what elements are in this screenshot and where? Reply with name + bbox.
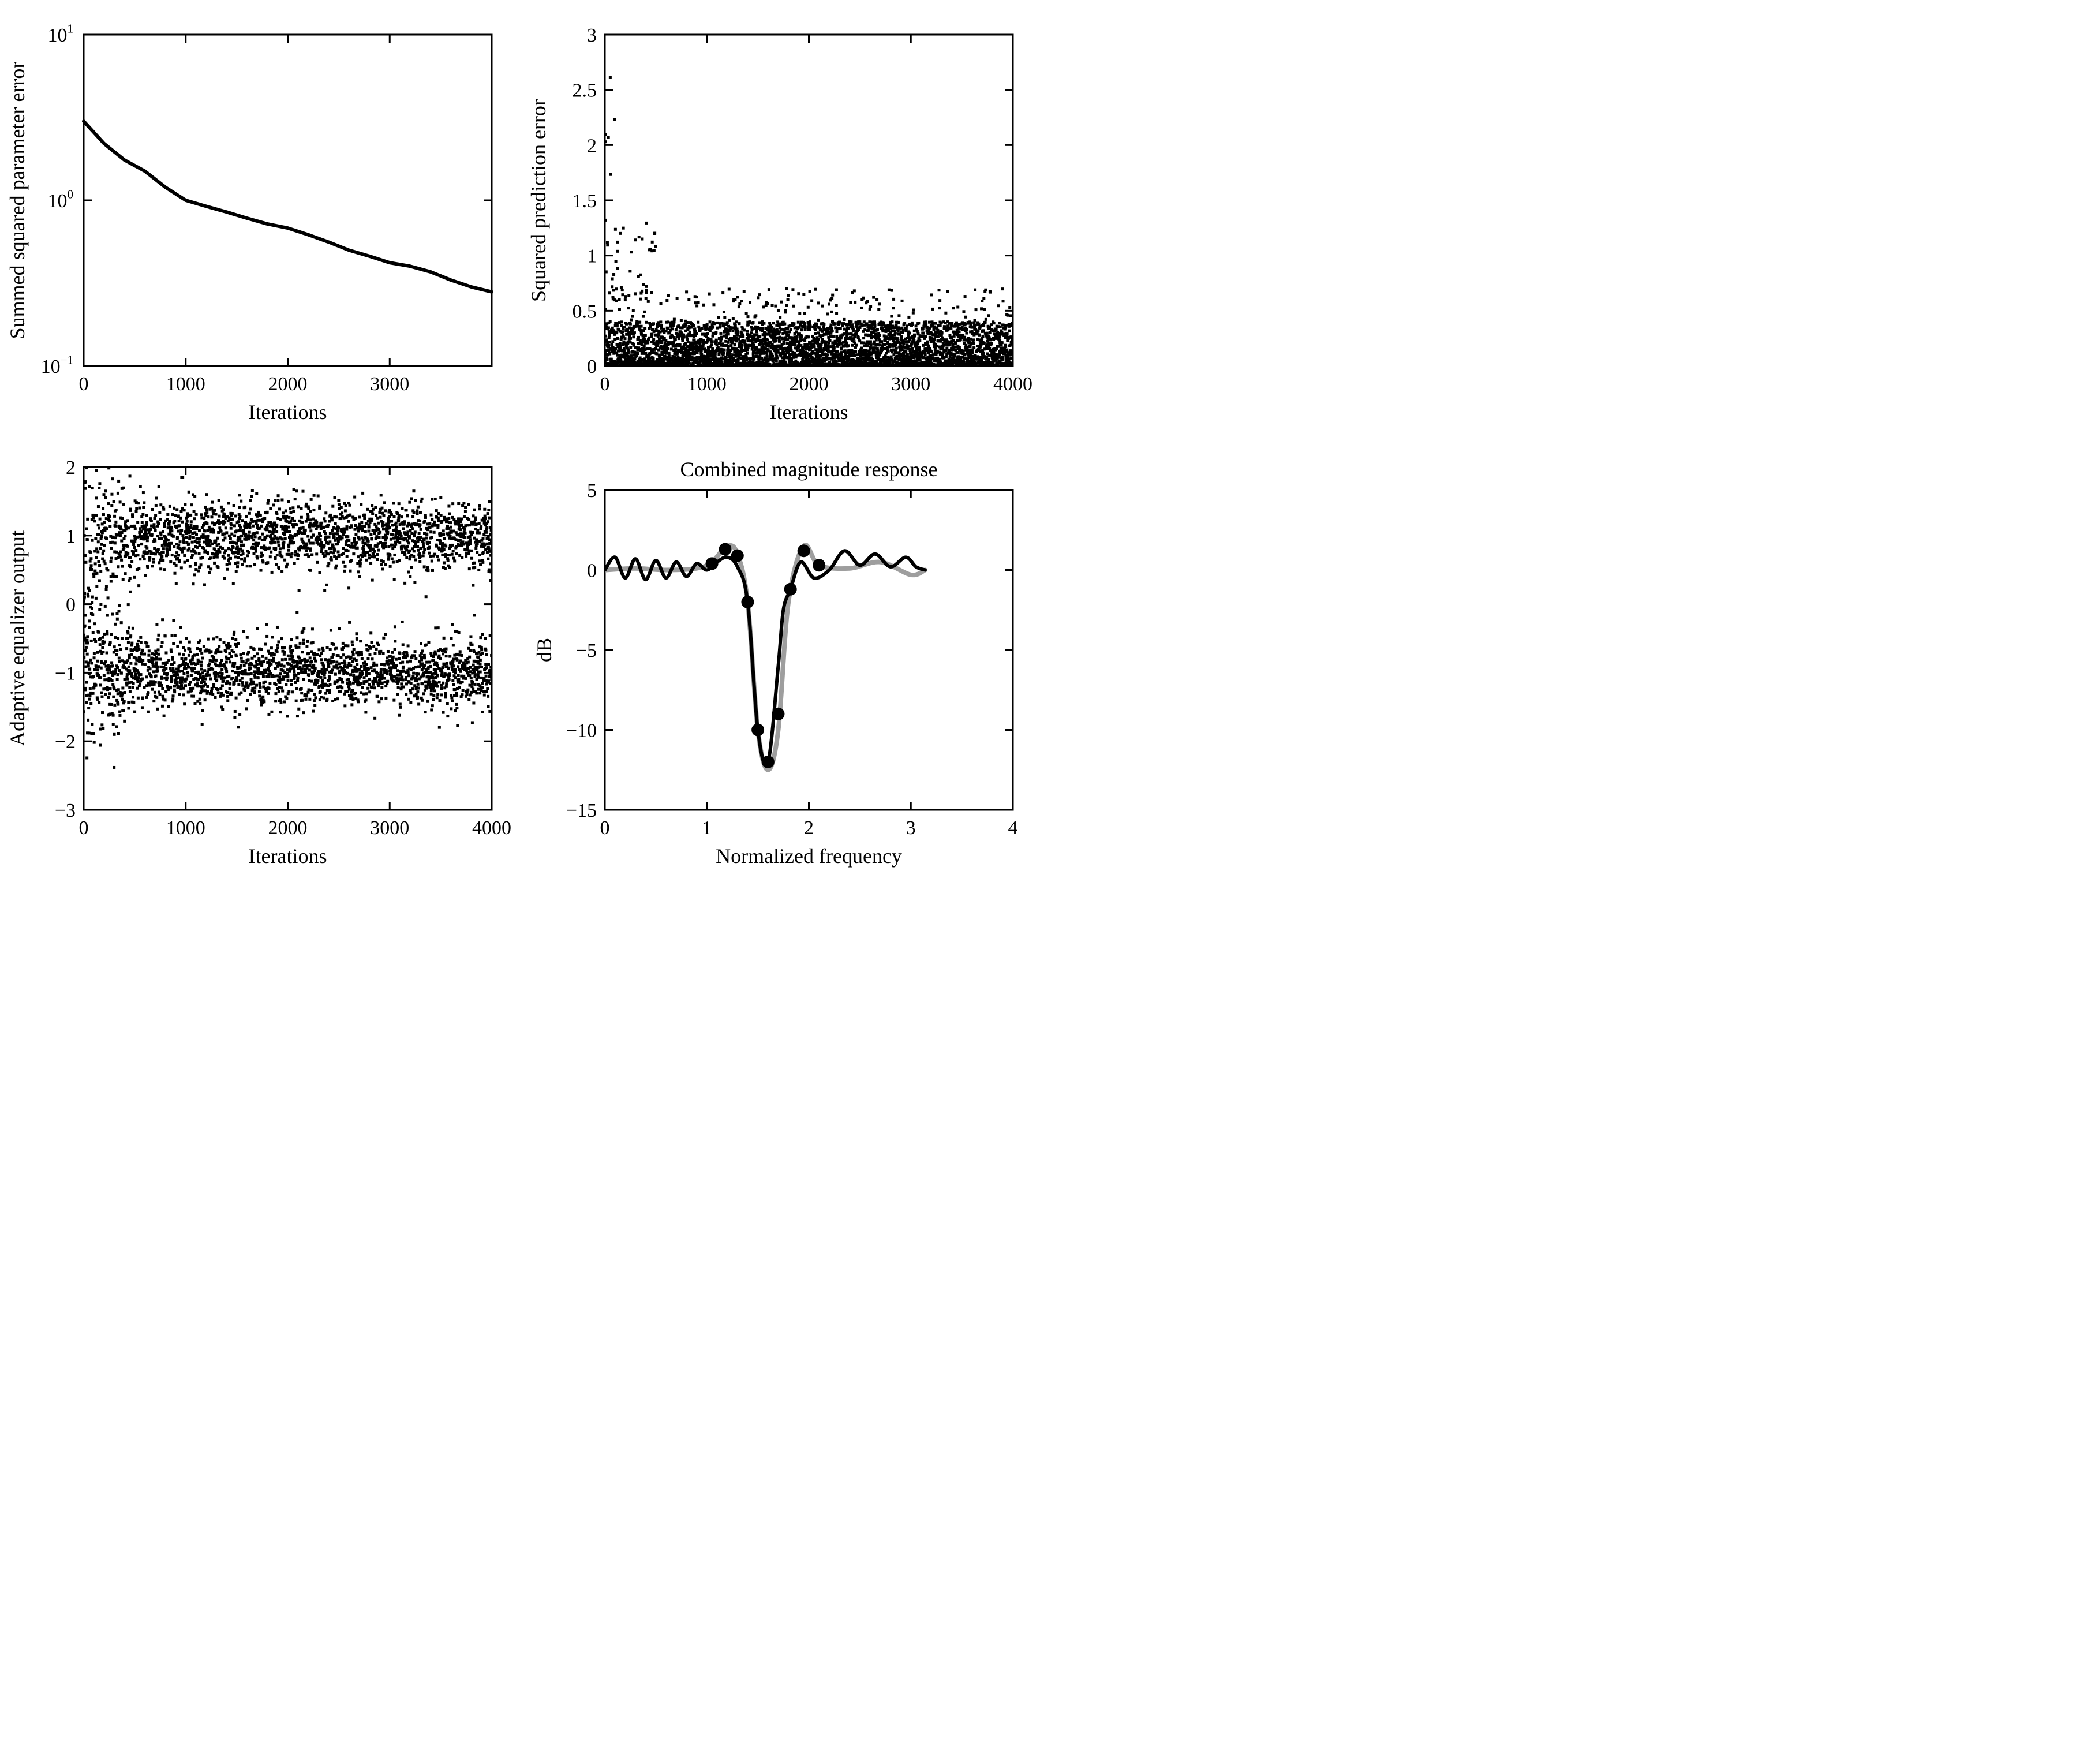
panel-bottom-right: 01234−15−10−505Combined magnitude respon… <box>521 444 1042 888</box>
svg-text:2: 2 <box>587 135 597 156</box>
svg-text:−3: −3 <box>55 800 76 821</box>
panel-top-left: 0 1000 2000 3000 10−1 100 101 Iterations Summed … <box>0 0 521 444</box>
svg-text:3000: 3000 <box>370 817 409 839</box>
svg-text:1: 1 <box>66 526 76 547</box>
svg-text:−2: −2 <box>55 731 76 753</box>
svg-text:1000: 1000 <box>687 373 726 395</box>
svg-text:0: 0 <box>600 373 609 395</box>
svg-text:−1: −1 <box>55 663 76 684</box>
svg-text:2000: 2000 <box>268 373 308 395</box>
panel-top-right: 0 1000 2000 3000 4000 0 0.5 1 1.5 2 2.5 3 Iterations… <box>521 0 1042 444</box>
svg-text:0.5: 0.5 <box>572 301 597 322</box>
svg-text:Iterations: Iterations <box>249 401 327 424</box>
svg-text:Adaptive equalizer output: Adaptive equalizer output <box>6 530 29 746</box>
svg-text:1000: 1000 <box>166 373 205 395</box>
svg-text:4000: 4000 <box>472 817 511 839</box>
svg-text:2.5: 2.5 <box>572 80 597 102</box>
svg-text:0: 0 <box>79 373 89 395</box>
svg-text:Summed squared parameter error: Summed squared parameter error <box>6 62 29 339</box>
svg-text:100: 100 <box>47 188 73 212</box>
chart-magnitude-response: 01234−15−10−505Combined magnitude respon… <box>521 444 1042 885</box>
svg-text:1.5: 1.5 <box>572 190 597 212</box>
svg-text:3000: 3000 <box>891 373 930 395</box>
chart-param-error: 0 1000 2000 3000 10−1 100 101 Iterations Summed … <box>0 0 521 441</box>
panel-bottom-left: 0 1000 2000 3000 4000 −3 −2 −1 0 1 2 Iterations Adap… <box>0 444 521 888</box>
svg-text:0: 0 <box>66 595 76 616</box>
figure-grid: 010002000300010−1100101IterationsSummed … <box>0 0 1042 882</box>
svg-text:3000: 3000 <box>370 373 409 395</box>
svg-text:Squared prediction error: Squared prediction error <box>527 99 550 302</box>
svg-text:0: 0 <box>587 356 597 378</box>
chart-equalizer-output: 0 1000 2000 3000 4000 −3 −2 −1 0 1 2 Iterations Adap… <box>0 444 521 885</box>
chart-pred-error: 0 1000 2000 3000 4000 0 0.5 1 1.5 2 2.5 3 Iterations… <box>521 0 1042 441</box>
svg-text:10−1: 10−1 <box>41 353 73 378</box>
svg-text:2: 2 <box>66 457 76 479</box>
svg-text:101: 101 <box>47 22 73 46</box>
svg-text:2000: 2000 <box>268 817 308 839</box>
svg-text:0: 0 <box>79 817 89 839</box>
svg-text:3: 3 <box>587 25 597 46</box>
svg-text:1000: 1000 <box>166 817 205 839</box>
svg-text:2000: 2000 <box>789 373 828 395</box>
svg-text:1: 1 <box>587 246 597 267</box>
svg-text:4000: 4000 <box>993 373 1032 395</box>
svg-text:Iterations: Iterations <box>769 401 848 424</box>
svg-text:Iterations: Iterations <box>249 844 327 868</box>
